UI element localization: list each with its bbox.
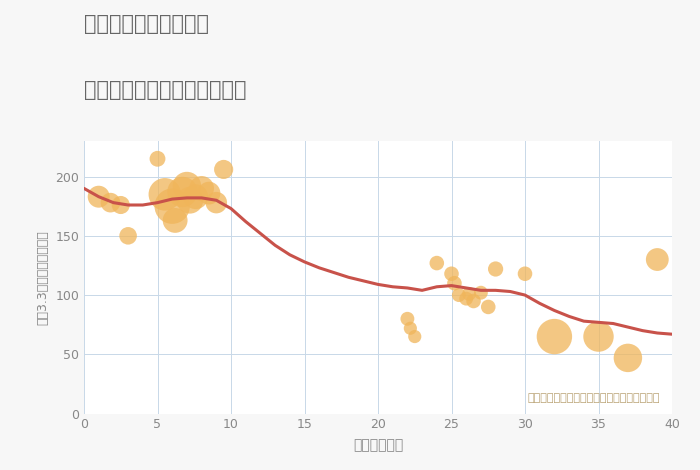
Point xyxy=(405,324,416,332)
Point xyxy=(463,290,475,298)
Point xyxy=(449,280,460,287)
Point xyxy=(190,193,202,201)
Point xyxy=(402,315,413,322)
Point xyxy=(454,291,465,299)
Point xyxy=(519,270,531,277)
X-axis label: 築年数（年）: 築年数（年） xyxy=(353,439,403,453)
Point xyxy=(622,354,634,361)
Point xyxy=(122,232,134,240)
Point xyxy=(115,201,126,209)
Y-axis label: 坪（3.3㎡）単価（万円）: 坪（3.3㎡）単価（万円） xyxy=(36,230,50,325)
Point xyxy=(105,199,116,206)
Point xyxy=(177,188,188,196)
Text: 築年数別中古マンション価格: 築年数別中古マンション価格 xyxy=(84,80,246,100)
Point xyxy=(461,295,472,302)
Point xyxy=(203,189,214,197)
Point xyxy=(184,196,195,204)
Text: 円の大きさは、取引のあった物件面積を示す: 円の大きさは、取引のあった物件面積を示す xyxy=(528,393,660,403)
Point xyxy=(152,155,163,163)
Point xyxy=(431,259,442,267)
Point xyxy=(196,185,207,192)
Text: 兵庫県西宮市深津町の: 兵庫県西宮市深津町の xyxy=(84,14,209,34)
Point xyxy=(446,270,457,277)
Point xyxy=(652,256,663,263)
Point xyxy=(593,333,604,340)
Point xyxy=(549,333,560,340)
Point xyxy=(468,297,479,305)
Point xyxy=(93,193,104,201)
Point xyxy=(409,333,420,340)
Point xyxy=(169,217,181,224)
Point xyxy=(490,265,501,273)
Point xyxy=(211,199,222,206)
Point xyxy=(160,190,171,198)
Point xyxy=(167,203,178,210)
Point xyxy=(475,289,486,297)
Point xyxy=(218,166,230,173)
Point xyxy=(483,303,494,311)
Point xyxy=(181,182,193,190)
